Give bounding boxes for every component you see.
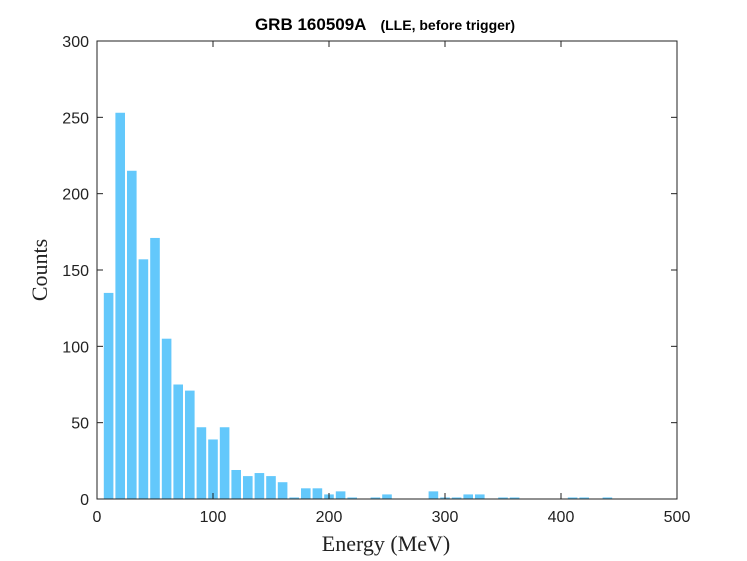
ticks-group: 0 100 200 300 400 500 0 50 100 150 200 250 300 (62, 34, 690, 526)
bar-17 (301, 488, 311, 499)
y-tick-label-2: 100 (62, 339, 89, 356)
y-tick-label-6: 300 (62, 34, 89, 51)
bar-6 (173, 384, 183, 499)
x-tick-label-0: 0 (93, 509, 102, 526)
bar-24 (428, 491, 439, 499)
x-axis-label: Energy (MeV) (322, 531, 451, 556)
bar-20 (335, 491, 346, 499)
bar-7 (185, 390, 195, 499)
bar-28 (475, 494, 485, 499)
bar-22 (370, 497, 381, 499)
bar-14 (266, 476, 276, 499)
bar-3 (138, 259, 149, 499)
plot-frame (96, 40, 678, 500)
bar-27 (463, 494, 473, 499)
y-tick-label-0: 0 (80, 492, 89, 509)
bar-5 (161, 338, 172, 499)
x-tick-label-3: 300 (432, 509, 459, 526)
bar-10 (219, 427, 230, 499)
y-tick-label-4: 200 (62, 187, 89, 204)
bar-12 (243, 476, 253, 499)
chart-title-sub: (LLE, before trigger) (380, 17, 515, 33)
bar-31 (567, 497, 578, 499)
bar-1 (115, 112, 125, 500)
bar-32 (579, 497, 589, 499)
y-tick-label-5: 250 (62, 110, 89, 127)
bar-16 (289, 497, 299, 499)
bar-23 (382, 494, 392, 499)
bar-13 (254, 473, 265, 499)
y-tick-label-1: 50 (71, 416, 89, 433)
x-tick-label-1: 100 (200, 509, 227, 526)
bar-4 (150, 237, 160, 499)
bar-26 (451, 497, 462, 499)
y-axis-label: Counts (27, 239, 52, 301)
y-tick-label-3: 150 (62, 263, 89, 280)
bar-18 (312, 488, 323, 499)
x-tick-label-5: 500 (664, 509, 691, 526)
x-tick-label-4: 400 (548, 509, 575, 526)
bar-8 (196, 427, 207, 499)
bars-group (103, 112, 613, 500)
bar-9 (208, 439, 218, 499)
bar-0 (103, 292, 114, 499)
chart-title: GRB 160509A (LLE, before trigger) (255, 15, 515, 34)
bar-30 (509, 497, 520, 499)
x-tick-label-2: 200 (316, 509, 343, 526)
bar-2 (127, 170, 137, 499)
chart-title-main: GRB 160509A (255, 15, 367, 34)
bar-21 (347, 497, 357, 499)
bar-33 (602, 497, 613, 499)
bar-11 (231, 469, 241, 499)
bar-15 (277, 482, 288, 499)
bar-29 (498, 497, 508, 499)
